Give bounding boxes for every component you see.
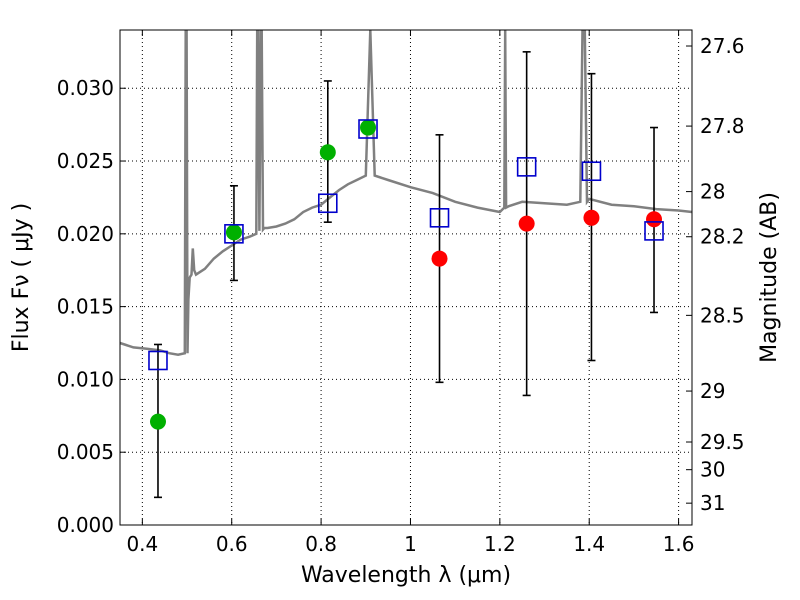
x-tick-label: 1.2 bbox=[484, 532, 516, 556]
x-tick-label: 0.6 bbox=[216, 532, 248, 556]
model-point bbox=[516, 157, 537, 177]
x-tick-label: 1.6 bbox=[663, 532, 695, 556]
x-axis-label: Wavelength λ (μm) bbox=[301, 563, 511, 588]
y-tick-label: 0.010 bbox=[57, 367, 114, 391]
observed-point bbox=[518, 215, 535, 232]
y-axis-label: Flux Fν ( μJy ) bbox=[9, 203, 34, 352]
model-point bbox=[429, 208, 450, 228]
observed-point bbox=[319, 144, 336, 161]
y-tick-label: 0.025 bbox=[57, 149, 114, 173]
observed-point bbox=[583, 209, 600, 226]
y-tick-label: 0.005 bbox=[57, 440, 114, 464]
model-point bbox=[224, 224, 244, 244]
y-tick-label: 0.020 bbox=[57, 222, 114, 246]
plot-area bbox=[120, 30, 692, 499]
observed-point bbox=[646, 211, 663, 228]
right-tick-label: 27.6 bbox=[700, 34, 745, 58]
observed-point bbox=[225, 224, 242, 241]
y-tick-label: 0.030 bbox=[57, 76, 114, 100]
y-tick-label: 0.015 bbox=[57, 295, 114, 319]
axes-frame bbox=[119, 29, 693, 526]
right-tick-label: 28 bbox=[700, 180, 725, 204]
right-tick-label: 29 bbox=[700, 379, 725, 403]
model-point bbox=[358, 119, 378, 139]
x-tick-label: 1 bbox=[404, 532, 417, 556]
right-tick-label: 28.2 bbox=[700, 225, 745, 249]
x-tick-label: 0.4 bbox=[126, 532, 158, 556]
right-tick-label: 29.5 bbox=[700, 430, 745, 454]
right-tick-label: 28.5 bbox=[700, 303, 745, 327]
model-point bbox=[581, 161, 602, 182]
right-tick-label: 31 bbox=[700, 491, 725, 515]
spectrum-line bbox=[120, 30, 692, 356]
model-point bbox=[148, 350, 168, 371]
observed-point bbox=[149, 413, 166, 430]
ticks: 0.4 0.6 0.8 1 1.2 1.4 1.6 0.000 0.005 0.010 0.015 0… bbox=[57, 30, 745, 556]
y-axis-label-right: Magnitude (AB) bbox=[757, 192, 782, 363]
observed-point bbox=[360, 119, 377, 136]
model-point bbox=[644, 221, 664, 241]
y-tick-label: 0.000 bbox=[57, 513, 114, 537]
right-tick-label: 27.8 bbox=[700, 114, 745, 138]
observed-point bbox=[431, 250, 448, 267]
x-tick-label: 0.8 bbox=[305, 532, 337, 556]
model-point bbox=[317, 193, 338, 214]
x-tick-label: 1.4 bbox=[573, 532, 605, 556]
right-tick-label: 30 bbox=[700, 458, 725, 482]
